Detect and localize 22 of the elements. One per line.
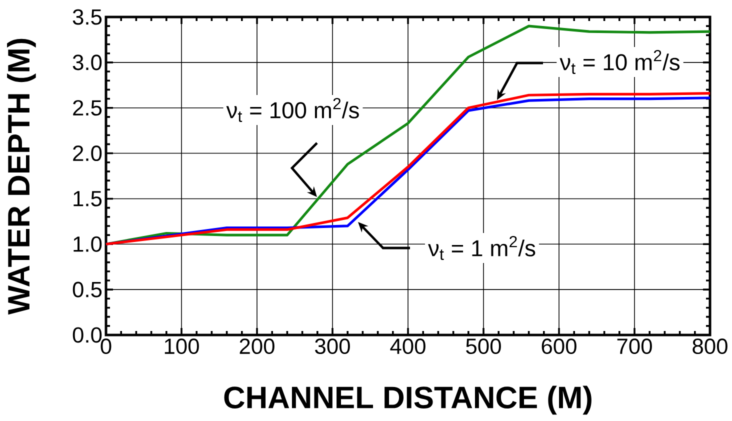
x-tick-label: 300 xyxy=(315,338,350,354)
y-tick-label: 2.5 xyxy=(73,100,102,116)
y-tick-label: 0.5 xyxy=(72,282,102,298)
x-tick-label: 600 xyxy=(542,338,576,354)
y-tick-label: 2.0 xyxy=(73,146,102,162)
x-tick-label: 200 xyxy=(240,338,274,354)
y-tick-label: 1.5 xyxy=(74,191,102,206)
x-tick-label: 100 xyxy=(164,338,199,354)
x-tick-label: 700 xyxy=(617,338,652,354)
x-tick-label: 800 xyxy=(692,338,728,354)
y-tick-label: 0.0 xyxy=(72,327,102,343)
annotation: ν$_{t}$ = 1 m$^{2}$/s xyxy=(428,236,536,260)
x-axis-title: CHANNEL DISTANCE (M) xyxy=(224,386,592,415)
y-tick-label: 1.0 xyxy=(74,236,102,252)
x-tick-label: 500 xyxy=(466,338,501,354)
y-axis-title: WATER DEPTH (M) xyxy=(7,38,36,315)
y-tick-label: 3.0 xyxy=(72,54,102,70)
y-tick-label: 3.5 xyxy=(72,9,102,25)
annotation: ν$_{t}$ = 10 m$^{2}$/s xyxy=(560,50,680,74)
x-tick-label: 0 xyxy=(100,338,112,354)
annotation: ν$_{t}$ = 100 m$^{2}$/s xyxy=(226,98,359,122)
x-tick-label: 400 xyxy=(390,338,426,354)
